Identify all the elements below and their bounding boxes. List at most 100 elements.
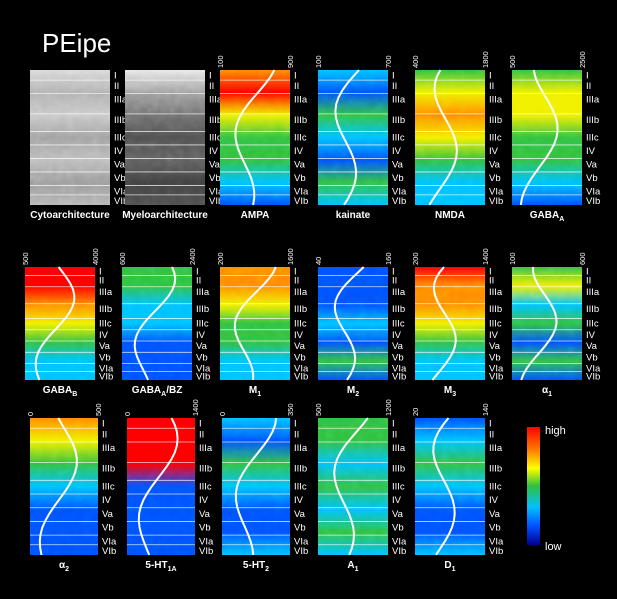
panel-label: Myeloarchitecture xyxy=(122,210,208,221)
layer-label: IIIc xyxy=(586,319,599,330)
layer-label: Vb xyxy=(209,173,221,184)
layer-label: II xyxy=(209,81,214,92)
layer-label: Vb xyxy=(489,173,501,184)
layer-label: IV xyxy=(209,146,219,157)
layer-label: VIb xyxy=(392,372,406,383)
layer-label: IIIa xyxy=(114,95,128,106)
layer-label: I xyxy=(489,418,492,429)
panel: III IIIa IIIb IIIc IV Va Vb VIaVIbMyeloarchitec… xyxy=(122,70,224,221)
texture xyxy=(415,418,485,555)
layer-label: IIIb xyxy=(586,304,599,315)
axis-max: 350 xyxy=(286,403,295,416)
label-main: AMPA xyxy=(241,210,270,221)
axis-max: 1600 xyxy=(286,248,295,265)
layer-label: I xyxy=(294,418,297,429)
layer-label: VIa xyxy=(114,187,129,198)
axis-min: 200 xyxy=(411,252,420,265)
layer-label: IIIa xyxy=(586,95,600,106)
layer-label: II xyxy=(392,81,397,92)
layer-label: VIb xyxy=(294,546,308,557)
axis-min: 600 xyxy=(118,252,127,265)
layer-label: IIIc xyxy=(489,319,502,330)
layer-label: IV xyxy=(102,495,112,506)
layer-label: Va xyxy=(392,509,404,520)
layer-label: VIb xyxy=(489,372,503,383)
layer-label: II xyxy=(114,81,119,92)
layer-label: II xyxy=(294,276,299,287)
texture xyxy=(512,267,582,380)
panel-label: α1 xyxy=(542,385,552,398)
layer-label: VIa xyxy=(99,364,114,375)
profile-curve xyxy=(334,69,360,206)
axis-max: 600 xyxy=(578,252,587,265)
label-main: M xyxy=(347,385,355,396)
layer-label: IIIc xyxy=(586,133,599,144)
layer-label: I xyxy=(489,267,492,278)
label-sub: 2 xyxy=(265,566,269,573)
label-sub: 1A xyxy=(168,566,177,573)
layer-label: IIIc xyxy=(489,482,502,493)
layer-label: VIa xyxy=(102,536,117,547)
layer-label: I xyxy=(489,70,492,81)
layer-label: Va xyxy=(489,341,501,352)
layer-label: IV xyxy=(294,495,304,506)
layer-label: IV xyxy=(392,495,402,506)
axis-min: 20 xyxy=(411,408,420,416)
layer-label: IV xyxy=(586,146,596,157)
texture xyxy=(222,418,290,555)
axis-min: 0 xyxy=(26,412,35,416)
axis-max: 1400 xyxy=(481,248,490,265)
axis-max: 2400 xyxy=(188,248,197,265)
texture xyxy=(30,70,110,205)
layer-label: IIIb xyxy=(489,464,502,475)
layer-label: II xyxy=(586,81,591,92)
layer-label: IIIb xyxy=(102,464,115,475)
layer-label: Vb xyxy=(196,352,208,363)
layer-label: Va xyxy=(199,509,211,520)
layer-label: IV xyxy=(489,495,499,506)
layer-label: Va xyxy=(294,341,306,352)
layer-label: I xyxy=(209,70,212,81)
label-main: GABA xyxy=(530,210,559,221)
layer-label: Vb xyxy=(392,352,404,363)
label-sub: 2 xyxy=(65,566,69,573)
axis-max: 140 xyxy=(481,403,490,416)
axis-max: 1200 xyxy=(384,399,393,416)
layer-label: IIIc xyxy=(392,319,405,330)
layer-label: Va xyxy=(114,160,126,171)
layer-label: VIa xyxy=(196,364,211,375)
panel-label: kainate xyxy=(336,210,371,221)
layer-label: VIa xyxy=(489,364,504,375)
layer-label: IV xyxy=(586,330,596,341)
panel-label: A1 xyxy=(347,560,358,573)
layer-label: Vb xyxy=(586,173,598,184)
axis-max: 1800 xyxy=(481,51,490,68)
layer-label: VIa xyxy=(209,187,224,198)
layer-label: VIa xyxy=(294,187,309,198)
label-sub: A xyxy=(559,216,564,223)
layer-label: VIa xyxy=(489,536,504,547)
layer-label: IV xyxy=(489,330,499,341)
layer-label: I xyxy=(294,267,297,278)
layer-label: IV xyxy=(199,495,209,506)
layer-label: IIIb xyxy=(294,304,307,315)
texture xyxy=(318,70,388,205)
layer-label: Vb xyxy=(199,523,211,534)
layer-label: IIIa xyxy=(489,95,503,106)
layer-label: IIIc xyxy=(294,319,307,330)
layer-label: IIIa xyxy=(196,287,210,298)
panel-label: GABAA/BZ xyxy=(132,385,183,398)
layer-label: IIIc xyxy=(196,319,209,330)
label-main: GABA xyxy=(43,385,72,396)
layer-label: IIIa xyxy=(102,443,116,454)
layer-label: IIIc xyxy=(102,482,115,493)
layer-label: VIb xyxy=(114,196,128,207)
axis-max: 900 xyxy=(286,55,295,68)
label-sub: 1 xyxy=(355,566,359,573)
